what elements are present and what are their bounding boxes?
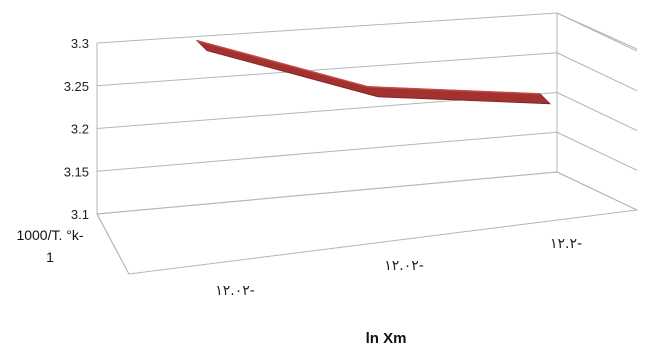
floor-left-edge — [96, 213, 130, 275]
x-axis-label: ln Xm — [366, 330, 407, 347]
gridline-side — [556, 52, 638, 92]
chart-gridlines — [96, 12, 638, 215]
gridline-side — [556, 12, 638, 52]
gridline-back — [96, 12, 558, 44]
x-category-label: ١٢.٠٢- — [384, 258, 424, 274]
series-ribbon-edge — [196, 39, 541, 95]
gridline-back — [96, 52, 558, 87]
y-axis-ticks: 3.1 3.15 3.2 3.25 3.3 — [64, 36, 89, 222]
y-tick-label: 3.1 — [71, 207, 89, 222]
y-tick-label: 3.25 — [64, 79, 89, 94]
chart-series — [195, 39, 552, 105]
y-axis-label-line2: 1 — [46, 249, 54, 265]
gridline-side — [556, 171, 638, 211]
gridline-side — [556, 131, 638, 171]
gridline-side — [556, 92, 638, 131]
gridline-back — [96, 131, 558, 172]
gridline-back — [96, 171, 558, 215]
y-axis-label-line1: 1000/T. °k- — [16, 227, 83, 243]
x-category-label: ١٢.٢- — [550, 236, 582, 252]
y-tick-label: 3.3 — [71, 36, 89, 51]
x-category-label: ١٢.٠٢- — [215, 283, 255, 299]
series-ribbon — [195, 39, 552, 105]
chart-walls — [96, 12, 639, 275]
y-tick-label: 3.2 — [71, 122, 89, 137]
x-axis-categories: ١٢.٠٢- ١٢.٠٢- ١٢.٢- — [215, 236, 582, 299]
chart-floor — [96, 171, 639, 275]
y-tick-label: 3.15 — [64, 164, 89, 179]
